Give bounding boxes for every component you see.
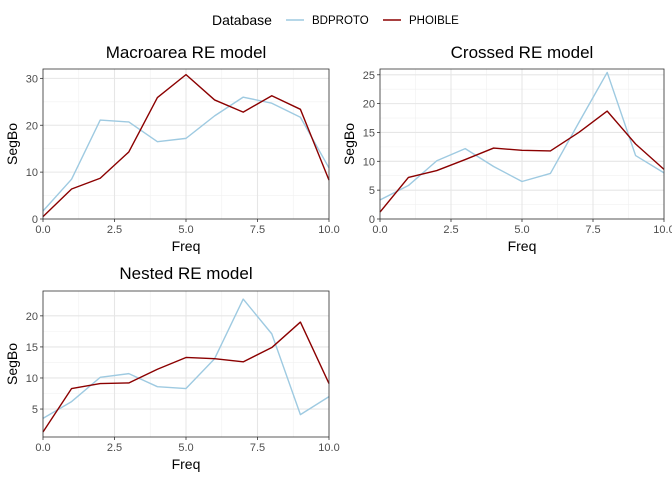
series-line-phoible bbox=[42, 73, 330, 218]
y-tick-label: 5 bbox=[32, 404, 38, 416]
y-tick-label: 30 bbox=[26, 73, 38, 85]
y-tick-label: 15 bbox=[363, 127, 375, 139]
y-tick-label: 10 bbox=[26, 373, 38, 385]
y-tick-label: 15 bbox=[26, 342, 38, 354]
series-line-phoible bbox=[379, 110, 665, 213]
x-tick-label: 2.5 bbox=[443, 224, 458, 236]
y-tick-label: 20 bbox=[26, 120, 38, 132]
x-tick-label: 7.5 bbox=[585, 224, 600, 236]
y-tick-label: 25 bbox=[363, 70, 375, 82]
y-tick-label: 10 bbox=[363, 156, 375, 168]
legend-label-bdproto: BDPROTO bbox=[312, 15, 369, 27]
panel-crossed: 0.0 2.5 5.0 7.5 10.0 0 5 10 15 20 25 Crossed RE mod… bbox=[341, 43, 672, 254]
panel-title: Macroarea RE model bbox=[106, 43, 267, 62]
x-tick-label: 5.0 bbox=[514, 224, 529, 236]
series-line-phoible bbox=[42, 321, 330, 433]
x-tick-label: 2.5 bbox=[107, 224, 122, 236]
y-axis-title: SegBo bbox=[341, 123, 357, 165]
legend-title: Database bbox=[212, 12, 272, 28]
x-axis-title: Freq bbox=[508, 238, 537, 254]
y-tick-label: 5 bbox=[369, 185, 375, 197]
panel-title: Nested RE model bbox=[119, 264, 252, 283]
x-tick-label: 7.5 bbox=[250, 442, 265, 454]
x-tick-label: 7.5 bbox=[250, 224, 265, 236]
x-tick-label: 10.0 bbox=[318, 442, 339, 454]
panels: 0.0 2.5 5.0 7.5 10.0 0 10 20 30 Macroarea RE mode… bbox=[4, 43, 672, 472]
x-tick-label: 0.0 bbox=[35, 442, 50, 454]
legend-label-phoible: PHOIBLE bbox=[409, 15, 459, 27]
legend: Database BDPROTO PHOIBLE bbox=[212, 12, 459, 28]
y-tick-label: 20 bbox=[363, 99, 375, 111]
x-tick-label: 0.0 bbox=[35, 224, 50, 236]
series-line-bdproto bbox=[42, 96, 330, 212]
y-tick-label: 0 bbox=[369, 214, 375, 226]
panel-title: Crossed RE model bbox=[451, 43, 594, 62]
series-line-bdproto bbox=[379, 71, 665, 201]
y-tick-label: 10 bbox=[26, 167, 38, 179]
y-axis-title: SegBo bbox=[4, 123, 20, 165]
x-tick-label: 5.0 bbox=[178, 224, 193, 236]
panel-nested: 0.0 2.5 5.0 7.5 10.0 5 10 15 20 Nested RE model Fr… bbox=[4, 264, 340, 472]
y-tick-label: 0 bbox=[32, 214, 38, 226]
x-tick-label: 10.0 bbox=[318, 224, 339, 236]
x-axis-title: Freq bbox=[172, 456, 201, 472]
y-tick-label: 20 bbox=[26, 311, 38, 323]
y-axis-title: SegBo bbox=[4, 343, 20, 385]
x-axis-title: Freq bbox=[172, 238, 201, 254]
panel-macroarea: 0.0 2.5 5.0 7.5 10.0 0 10 20 30 Macroarea RE mode… bbox=[4, 43, 340, 254]
x-tick-label: 5.0 bbox=[178, 442, 193, 454]
x-tick-label: 10.0 bbox=[653, 224, 672, 236]
x-tick-label: 0.0 bbox=[372, 224, 387, 236]
x-tick-label: 2.5 bbox=[107, 442, 122, 454]
